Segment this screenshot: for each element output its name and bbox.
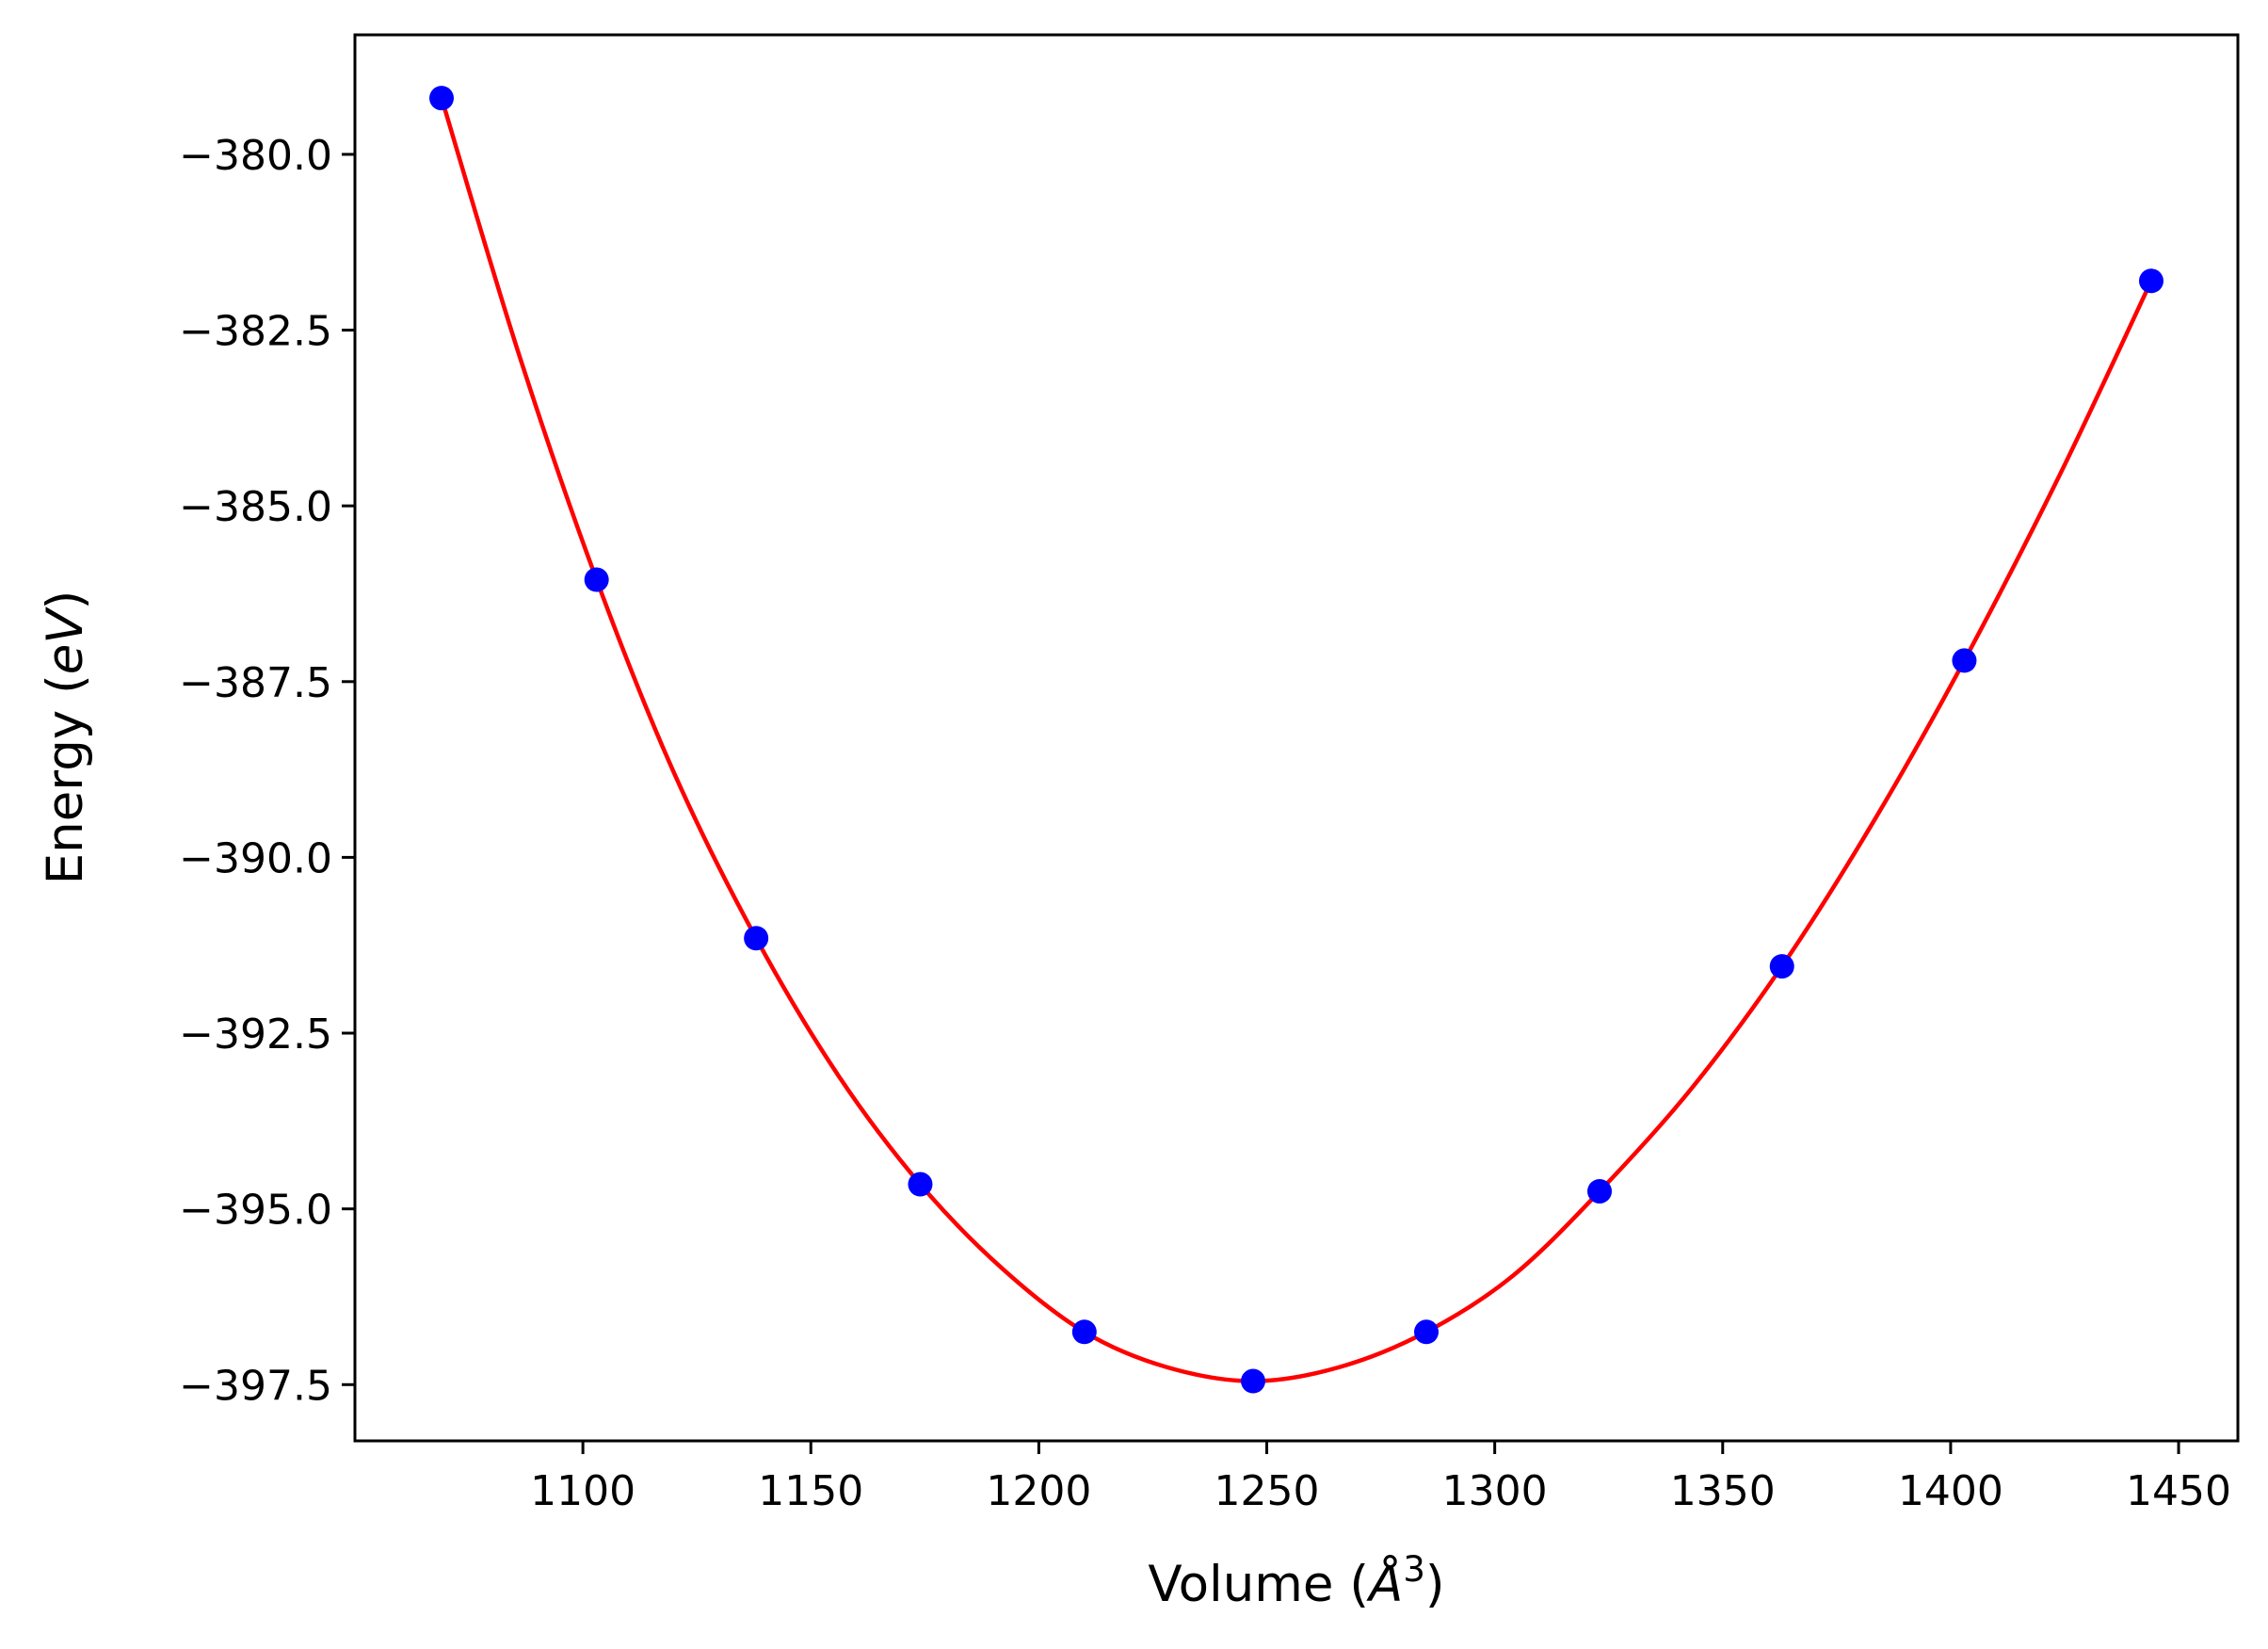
y-tick-label: −382.5 bbox=[179, 308, 332, 356]
x-tick-label: 1450 bbox=[2126, 1467, 2231, 1515]
x-axis: 1100 1150 1200 1250 1300 1350 1400 1450 bbox=[530, 1441, 2231, 1515]
x-axis-label-text: Volume ( bbox=[1148, 1556, 1369, 1613]
data-point bbox=[2138, 268, 2163, 294]
y-tick-label: −387.5 bbox=[179, 659, 332, 707]
x-tick-label: 1250 bbox=[1214, 1467, 1320, 1515]
x-axis-label-symbol: Å bbox=[1366, 1553, 1403, 1613]
y-tick-label: −392.5 bbox=[179, 1010, 332, 1059]
y-axis-label-unit: eV bbox=[37, 606, 94, 675]
y-tick-label: −397.5 bbox=[179, 1362, 332, 1410]
x-tick-label: 1300 bbox=[1442, 1467, 1548, 1515]
x-axis-label-close: ) bbox=[1425, 1556, 1445, 1613]
x-tick-label: 1200 bbox=[986, 1467, 1091, 1515]
x-tick-label: 1150 bbox=[758, 1467, 863, 1515]
y-tick-label: −390.0 bbox=[179, 834, 332, 882]
x-axis-label-exponent: 3 bbox=[1403, 1549, 1425, 1590]
x-tick-label: 1350 bbox=[1670, 1467, 1776, 1515]
y-tick-label: −395.0 bbox=[179, 1187, 332, 1235]
plot-frame bbox=[353, 33, 2240, 1443]
y-axis-label: Energy (eV) bbox=[37, 590, 94, 885]
data-point bbox=[1587, 1178, 1613, 1204]
x-tick-label: 1400 bbox=[1898, 1467, 2003, 1515]
data-point bbox=[1071, 1319, 1097, 1345]
y-axis: −380.0 −382.5 −385.0 −387.5 −390.0 −392.5 −395… bbox=[179, 132, 355, 1410]
data-point bbox=[429, 86, 455, 111]
data-point bbox=[1414, 1319, 1440, 1345]
x-tick-label: 1100 bbox=[530, 1467, 635, 1515]
data-point bbox=[744, 926, 769, 951]
data-point bbox=[1952, 648, 1977, 673]
y-tick-label: −380.0 bbox=[179, 132, 332, 180]
y-tick-label: −385.0 bbox=[179, 483, 332, 531]
data-point bbox=[1769, 954, 1794, 979]
data-point bbox=[908, 1172, 933, 1197]
data-point bbox=[584, 567, 609, 592]
data-point bbox=[1241, 1368, 1265, 1394]
y-axis-label-text: Energy ( bbox=[37, 674, 94, 884]
y-axis-label-close: ) bbox=[37, 590, 94, 610]
x-axis-label: Volume (Å3) bbox=[1148, 1549, 1444, 1614]
